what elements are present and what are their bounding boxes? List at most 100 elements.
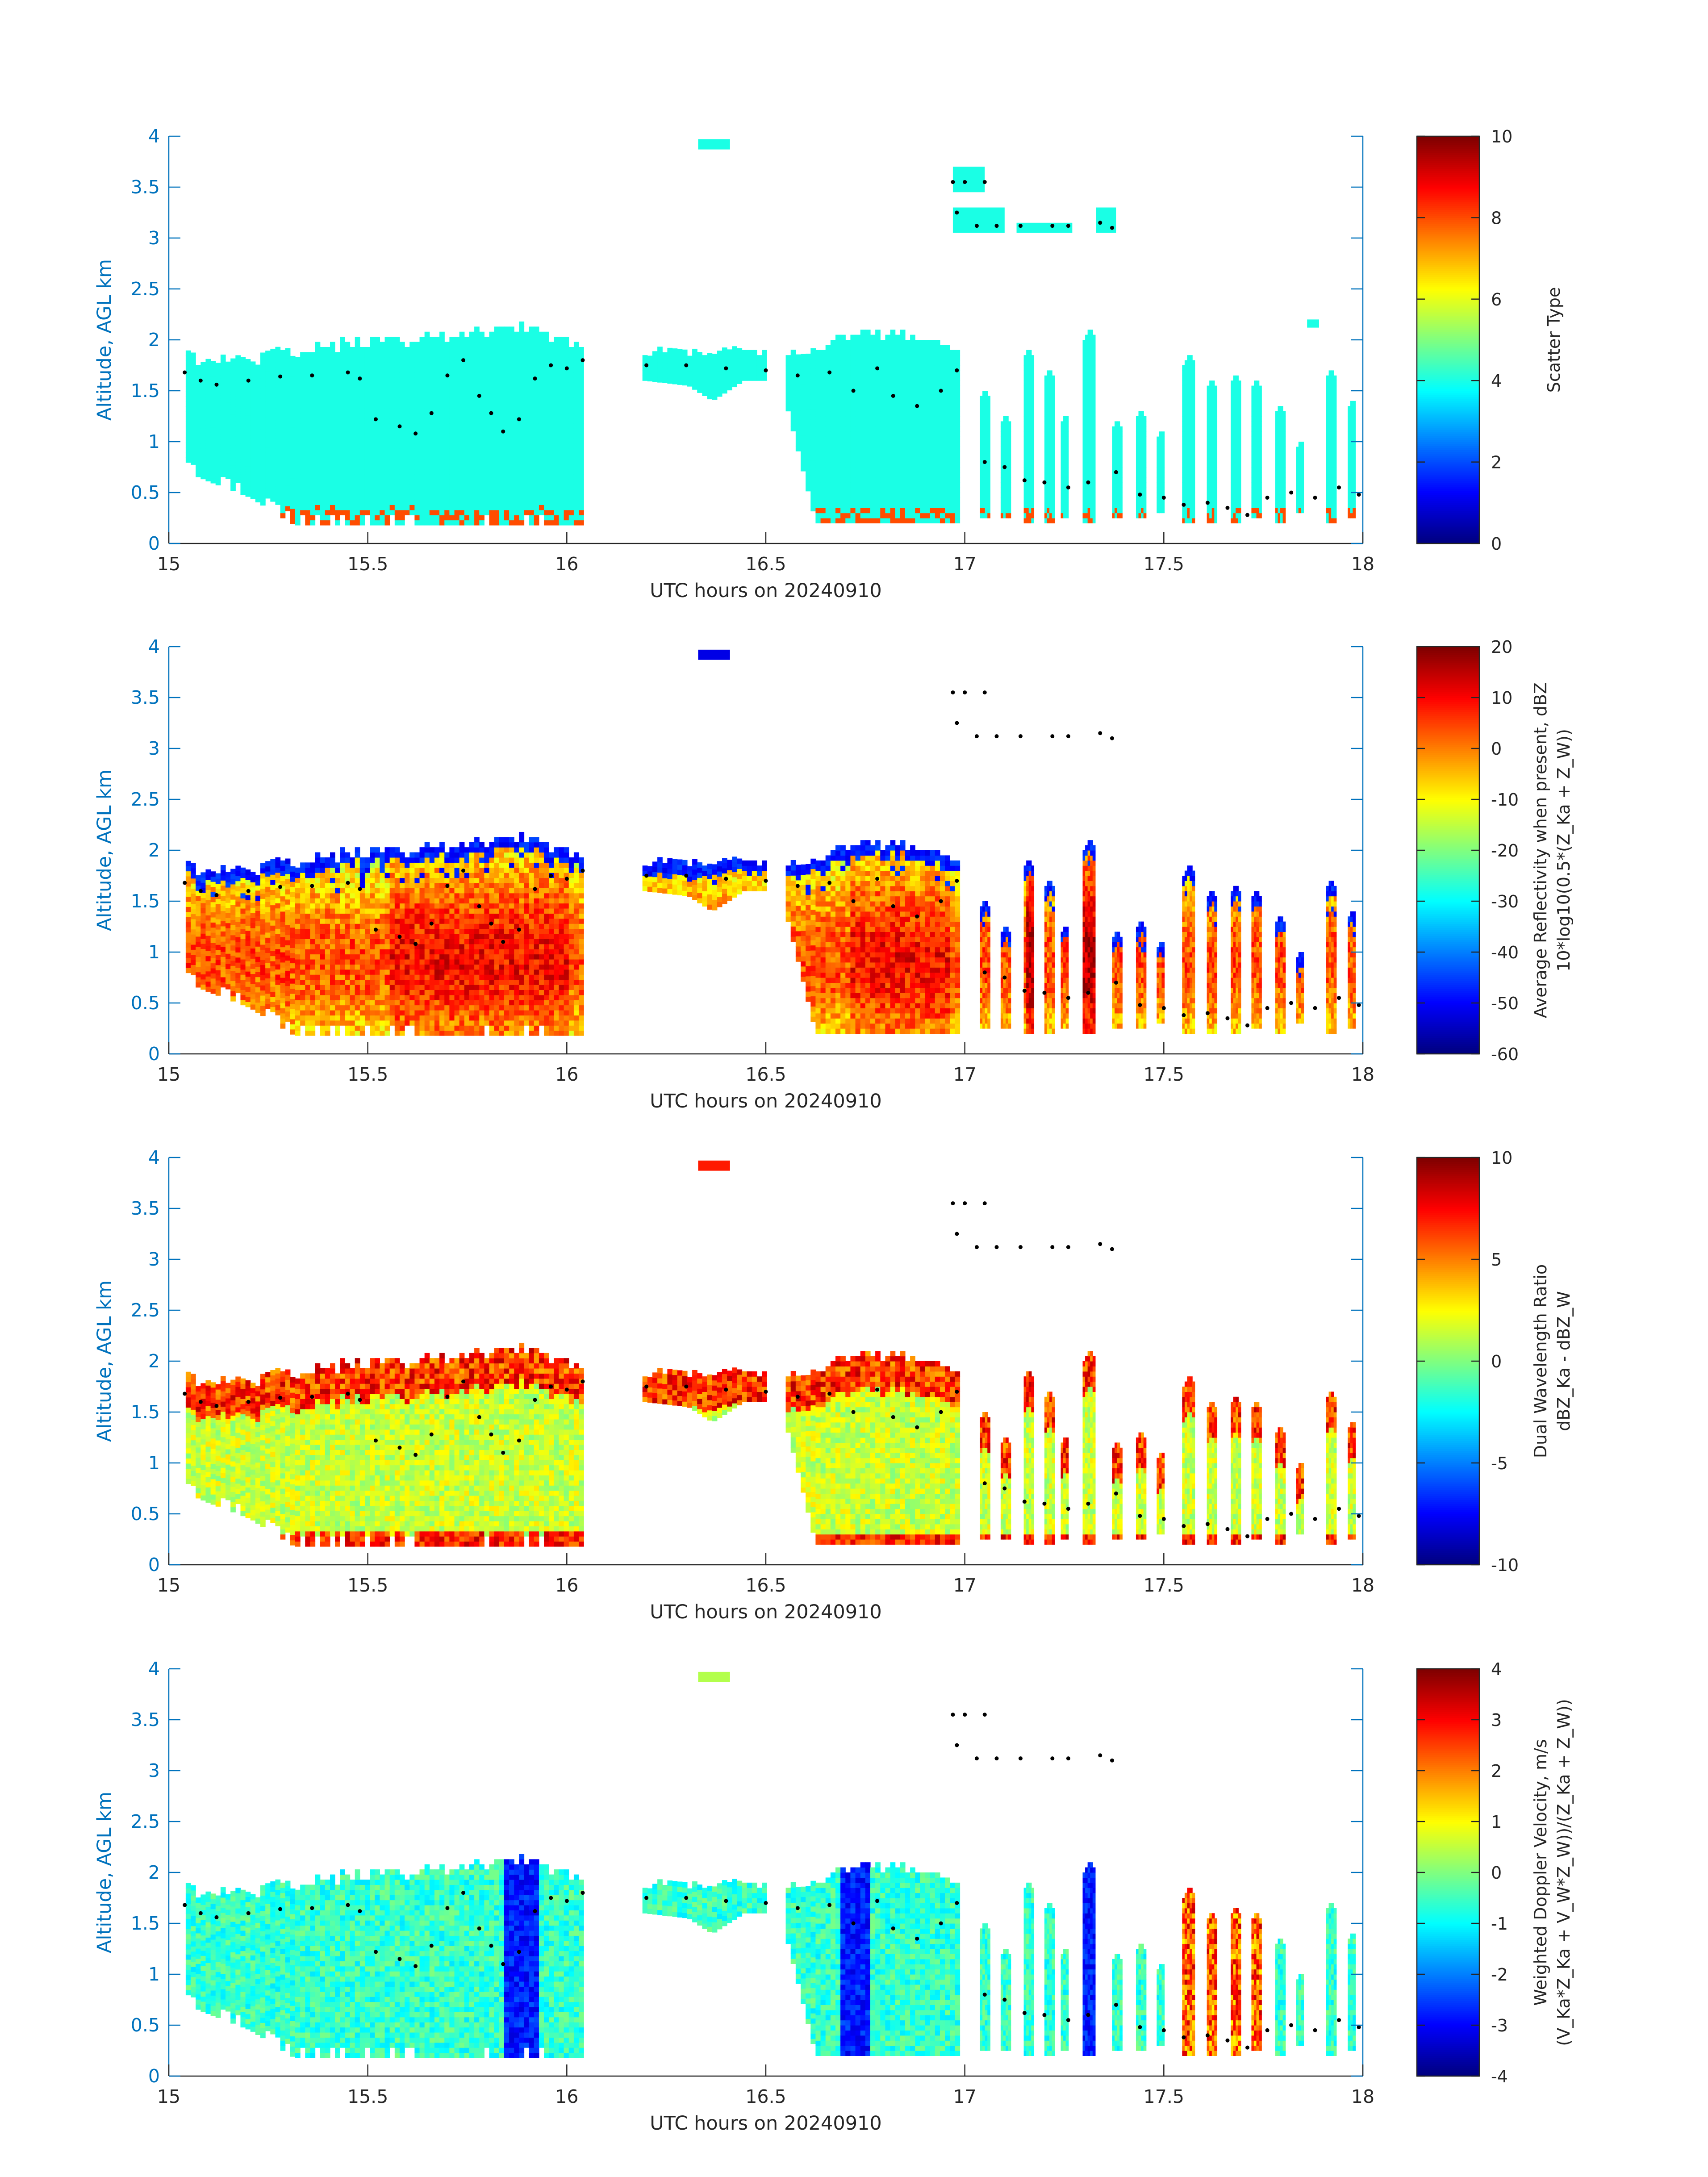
heatmap-cell	[756, 365, 762, 371]
heatmap-cell	[1182, 396, 1186, 401]
heatmap-cell	[1026, 391, 1029, 396]
heatmap-cell	[940, 370, 945, 376]
heatmap-cell	[185, 406, 191, 412]
heatmap-cell	[870, 370, 876, 376]
heatmap-cell	[870, 472, 876, 478]
heatmap-cell	[359, 510, 365, 515]
heatmap-cell	[270, 379, 276, 385]
heatmap-cell	[790, 421, 796, 426]
heatmap-cell	[364, 423, 370, 429]
heatmap-cell	[409, 510, 415, 515]
heatmap-cell	[573, 474, 579, 480]
heatmap-cell	[350, 469, 355, 475]
heatmap-cell	[449, 469, 455, 475]
heatmap-cell	[449, 357, 455, 363]
heatmap-cell	[509, 494, 514, 500]
heatmap-cell	[370, 489, 375, 495]
heatmap-cell	[915, 411, 920, 417]
heatmap-cell	[210, 463, 216, 468]
heatmap-cell	[890, 340, 896, 345]
heatmap-cell	[429, 484, 435, 490]
heatmap-cell	[384, 510, 390, 515]
heatmap-cell	[544, 331, 549, 337]
heatmap-cell	[1092, 442, 1096, 447]
heatmap-cell	[325, 439, 330, 444]
heatmap-cell	[910, 487, 915, 493]
heatmap-cell	[220, 370, 226, 376]
heatmap-cell	[325, 499, 330, 505]
heatmap-cell	[1047, 451, 1050, 457]
heatmap-cell	[1143, 462, 1147, 468]
heatmap-cell	[1044, 375, 1048, 381]
heatmap-cell	[260, 383, 266, 389]
heatmap-cell	[489, 337, 495, 343]
heatmap-cell	[1026, 451, 1029, 457]
heatmap-cell	[220, 395, 226, 401]
heatmap-cell	[1085, 487, 1088, 493]
heatmap-cell	[255, 446, 261, 451]
heatmap-cell	[987, 487, 990, 493]
heatmap-cell	[205, 405, 211, 410]
heatmap-cell	[489, 367, 495, 373]
heatmap-cell	[350, 448, 355, 454]
heatmap-cell	[573, 454, 579, 460]
heatmap-cell	[340, 362, 346, 368]
heatmap-cell	[185, 355, 191, 361]
heatmap-cell	[196, 410, 201, 416]
heatmap-cell	[1028, 431, 1032, 437]
heatmap-cell	[677, 369, 683, 375]
heatmap-cell	[509, 454, 514, 460]
heatmap-cell	[250, 493, 256, 499]
heatmap-cell	[945, 350, 950, 355]
heatmap-cell	[795, 390, 801, 396]
heatmap-cell	[573, 464, 579, 470]
heatmap-cell	[1087, 365, 1091, 371]
heatmap-cell	[940, 396, 945, 401]
heatmap-cell	[350, 494, 355, 500]
heatmap-cell	[1182, 431, 1186, 437]
heatmap-cell	[825, 365, 831, 371]
heatmap-cell	[559, 484, 564, 490]
heatmap-cell	[810, 475, 816, 481]
heatmap-cell	[830, 385, 836, 391]
heatmap-cell	[529, 505, 535, 510]
heatmap-cell	[345, 505, 351, 510]
heatmap-cell	[355, 393, 360, 398]
heatmap-cell	[290, 437, 296, 443]
heatmap-cell	[559, 494, 564, 500]
heatmap-cell	[444, 423, 450, 429]
heatmap-cell	[1026, 365, 1029, 371]
heatmap-cell	[950, 508, 955, 514]
heatmap-cell	[489, 448, 495, 454]
heatmap-cell	[469, 464, 475, 470]
heatmap-cell	[464, 510, 470, 515]
heatmap-cell	[524, 474, 530, 480]
heatmap-cell	[310, 505, 316, 510]
heatmap-cell	[464, 448, 470, 454]
heatmap-cell	[479, 388, 484, 393]
heatmap-cell	[325, 362, 330, 368]
heatmap-cell	[1092, 487, 1096, 493]
heatmap-cell	[320, 362, 326, 368]
heatmap-cell	[549, 382, 554, 388]
heatmap-cell	[544, 413, 549, 419]
heatmap-cell	[722, 378, 727, 384]
heatmap-cell	[930, 431, 935, 437]
heatmap-cell	[920, 482, 926, 488]
heatmap-cell	[564, 382, 569, 388]
heatmap-cell	[1141, 472, 1144, 478]
heatmap-cell	[205, 430, 211, 436]
heatmap-cell	[692, 369, 697, 375]
heatmap-cell	[900, 502, 906, 508]
heatmap-cell	[982, 401, 986, 406]
heatmap-cell	[370, 413, 375, 419]
heatmap-cell	[514, 357, 519, 363]
heatmap-cell	[494, 459, 500, 464]
heatmap-cell	[414, 393, 420, 398]
heatmap-cell	[494, 357, 500, 363]
heatmap-cell	[579, 397, 584, 403]
heatmap-cell	[359, 403, 365, 409]
heatmap-cell	[444, 397, 450, 403]
heatmap-cell	[915, 340, 920, 345]
heatmap-cell	[573, 393, 579, 398]
